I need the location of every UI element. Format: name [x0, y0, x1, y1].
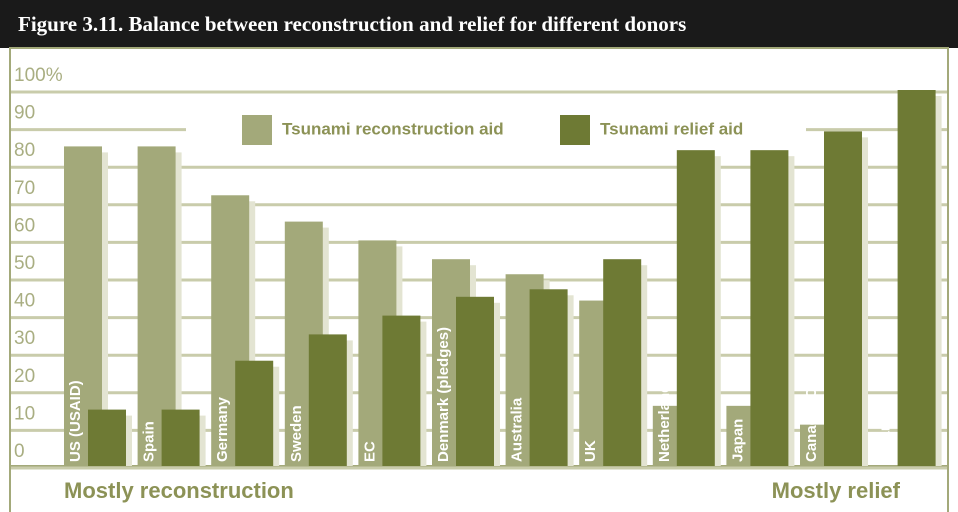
x-tick-label: Denmark (pledges) — [435, 327, 452, 462]
bar — [382, 315, 421, 466]
y-tick-label: 40 — [14, 291, 35, 312]
x-tick-label: Spain — [141, 421, 158, 462]
legend-swatch — [560, 115, 590, 145]
bar — [456, 296, 494, 466]
bar — [824, 131, 862, 467]
x-tick-label: UK — [582, 440, 599, 462]
title-bar — [0, 0, 958, 48]
bar — [88, 409, 126, 466]
legend-box — [186, 108, 806, 150]
x-tick-label: Australia — [509, 397, 526, 462]
x-tick-label: Ireland — [877, 413, 894, 462]
y-tick-label: 30 — [14, 328, 35, 349]
bar — [308, 334, 347, 466]
legend-label: Tsunami reconstruction aid — [282, 119, 504, 138]
bar — [897, 90, 936, 466]
y-tick-label: 90 — [14, 103, 35, 124]
bar — [750, 150, 789, 466]
bar — [676, 150, 715, 466]
y-tick-label: 0 — [14, 441, 25, 462]
bar — [529, 289, 568, 466]
legend-swatch — [242, 115, 272, 145]
bar — [161, 409, 200, 466]
chart-title: Figure 3.11. Balance between reconstruct… — [18, 12, 686, 36]
y-tick-label: 80 — [14, 140, 35, 161]
x-tick-label: US (USAID) — [67, 380, 84, 462]
x-tick-label: EC — [361, 441, 378, 462]
annotation: Mostly reconstruction — [64, 478, 294, 503]
y-tick-label: 20 — [14, 366, 35, 387]
annotation: Mostly relief — [772, 478, 901, 503]
y-tick-label: 50 — [14, 253, 35, 274]
bar — [235, 360, 274, 466]
y-tick-label: 60 — [14, 215, 35, 236]
legend-label: Tsunami relief aid — [600, 119, 743, 138]
y-tick-label: 100% — [14, 65, 63, 86]
bar — [603, 259, 642, 466]
x-tick-label: Canada (CIDA) — [803, 357, 820, 462]
y-tick-label: 10 — [14, 403, 35, 424]
x-tick-label: Germany — [214, 396, 231, 462]
x-tick-label: Japan — [729, 419, 746, 462]
y-tick-label: 70 — [14, 178, 35, 199]
x-tick-label: Netherlands — [656, 375, 673, 462]
x-tick-label: Sweden — [288, 405, 305, 462]
